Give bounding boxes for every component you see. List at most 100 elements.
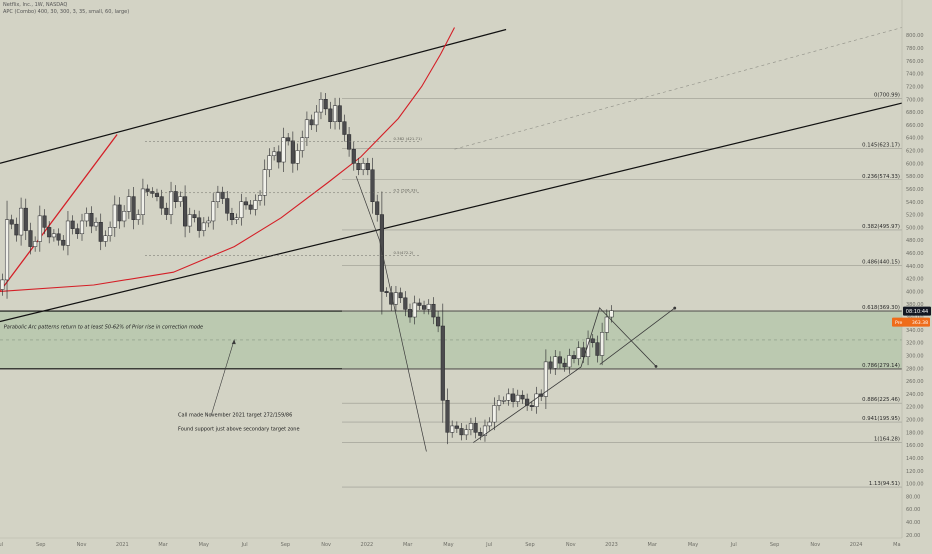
price-tick-label: 240.00 xyxy=(906,392,924,398)
candle-up xyxy=(215,185,220,208)
candle-body xyxy=(454,425,459,429)
candle-down xyxy=(440,303,445,423)
candle-up xyxy=(272,146,277,161)
candle-down xyxy=(183,185,188,238)
candle-down xyxy=(145,184,150,196)
candle-up xyxy=(239,193,244,226)
candle-down xyxy=(225,191,230,221)
candle-body xyxy=(365,163,370,170)
candle-body xyxy=(19,207,24,236)
candle-body xyxy=(37,215,42,242)
candle-down xyxy=(454,421,459,433)
time-tick-label: May xyxy=(199,542,209,548)
candle-body xyxy=(243,201,249,206)
candle-body xyxy=(178,196,183,202)
candle-body xyxy=(112,204,117,228)
price-tick-label: 280.00 xyxy=(906,366,924,372)
candle-down xyxy=(276,145,281,169)
chart-annotation: Call made November 2021 target 272/159/8… xyxy=(178,412,292,418)
candle-body xyxy=(506,393,511,401)
candle-down xyxy=(89,206,94,234)
price-tick-label: 580.00 xyxy=(906,174,924,180)
candle-down xyxy=(154,188,160,202)
price-tick-label: 200.00 xyxy=(906,418,924,424)
candle-body xyxy=(70,220,75,229)
chart-annotation: Parabolic Arc patterns return to at leas… xyxy=(4,325,203,331)
candle-down xyxy=(379,191,384,315)
fib-level-label: 0.145(623.17) xyxy=(862,142,900,148)
candle-body xyxy=(487,421,492,427)
candle-body xyxy=(445,400,450,433)
candle-body xyxy=(98,221,103,242)
candle-body xyxy=(370,169,375,203)
price-tick-label: 680.00 xyxy=(906,110,924,116)
price-tick-label: 400.00 xyxy=(906,289,924,295)
time-tick-label: Sep xyxy=(36,542,45,548)
minor-fib-label: 0.382 (421.71) xyxy=(394,136,423,141)
candle-body xyxy=(14,223,19,236)
candle-up xyxy=(600,322,605,366)
candle-down xyxy=(417,298,422,310)
candle-body xyxy=(576,347,581,359)
indicator-legend: APC (Combo) 400, 30, 300, 3, 35, small, … xyxy=(3,9,130,15)
candle-body xyxy=(501,400,506,402)
candle-down xyxy=(159,189,164,215)
price-tick-label: 80.00 xyxy=(906,494,920,500)
time-tick-label: Jul xyxy=(485,542,492,548)
pre-market-tag-value: 363.38 xyxy=(912,320,928,326)
fib-level-label: 1(164.28) xyxy=(874,436,900,442)
candle-body xyxy=(557,356,562,364)
time-tick-label: Jul xyxy=(730,542,737,548)
callout-arrow-head xyxy=(231,339,236,345)
candle-body xyxy=(571,355,577,359)
candle-body xyxy=(234,217,239,220)
candle-down xyxy=(243,197,249,210)
candle-body xyxy=(159,196,164,209)
price-tick-label: 260.00 xyxy=(906,379,924,385)
candle-body xyxy=(450,425,455,433)
candle-body xyxy=(290,140,295,164)
candle-down xyxy=(42,209,47,235)
candle-up xyxy=(304,111,309,147)
rising-trendline xyxy=(473,307,601,443)
candle-up xyxy=(79,213,85,241)
candle-body xyxy=(286,137,291,142)
candle-body xyxy=(168,191,174,215)
candle-body xyxy=(468,423,473,431)
candle-up xyxy=(576,341,581,366)
candle-down xyxy=(436,310,441,333)
pre-market-tag xyxy=(892,317,930,327)
candle-up xyxy=(281,127,286,172)
candle-up xyxy=(168,181,174,225)
candle-body xyxy=(211,201,216,222)
candle-body xyxy=(65,220,70,246)
candle-up xyxy=(267,148,272,178)
fib-level-label: 0(700.99) xyxy=(874,93,900,99)
time-tick-label: Nov xyxy=(77,542,87,548)
early-trend-line xyxy=(0,134,118,292)
candle-body xyxy=(281,137,286,163)
time-axis xyxy=(0,538,932,550)
price-tick-label: 380.00 xyxy=(906,302,924,308)
price-axis xyxy=(902,0,932,550)
candle-body xyxy=(590,338,595,343)
candle-body xyxy=(201,222,206,231)
candle-body xyxy=(229,213,234,220)
candle-down xyxy=(192,209,197,223)
candle-body xyxy=(122,211,127,222)
candle-body xyxy=(197,217,202,231)
candle-body xyxy=(581,347,586,357)
candle-up xyxy=(65,211,70,256)
candle-up xyxy=(412,295,417,325)
candle-down xyxy=(220,186,225,204)
candle-down xyxy=(525,393,530,411)
candle-body xyxy=(304,119,309,138)
candle-up xyxy=(253,194,258,216)
candle-body xyxy=(478,432,483,436)
candle-body xyxy=(342,121,347,135)
candle-body xyxy=(314,111,319,126)
time-tick-label: Mar xyxy=(648,542,658,548)
candle-body xyxy=(511,393,516,402)
